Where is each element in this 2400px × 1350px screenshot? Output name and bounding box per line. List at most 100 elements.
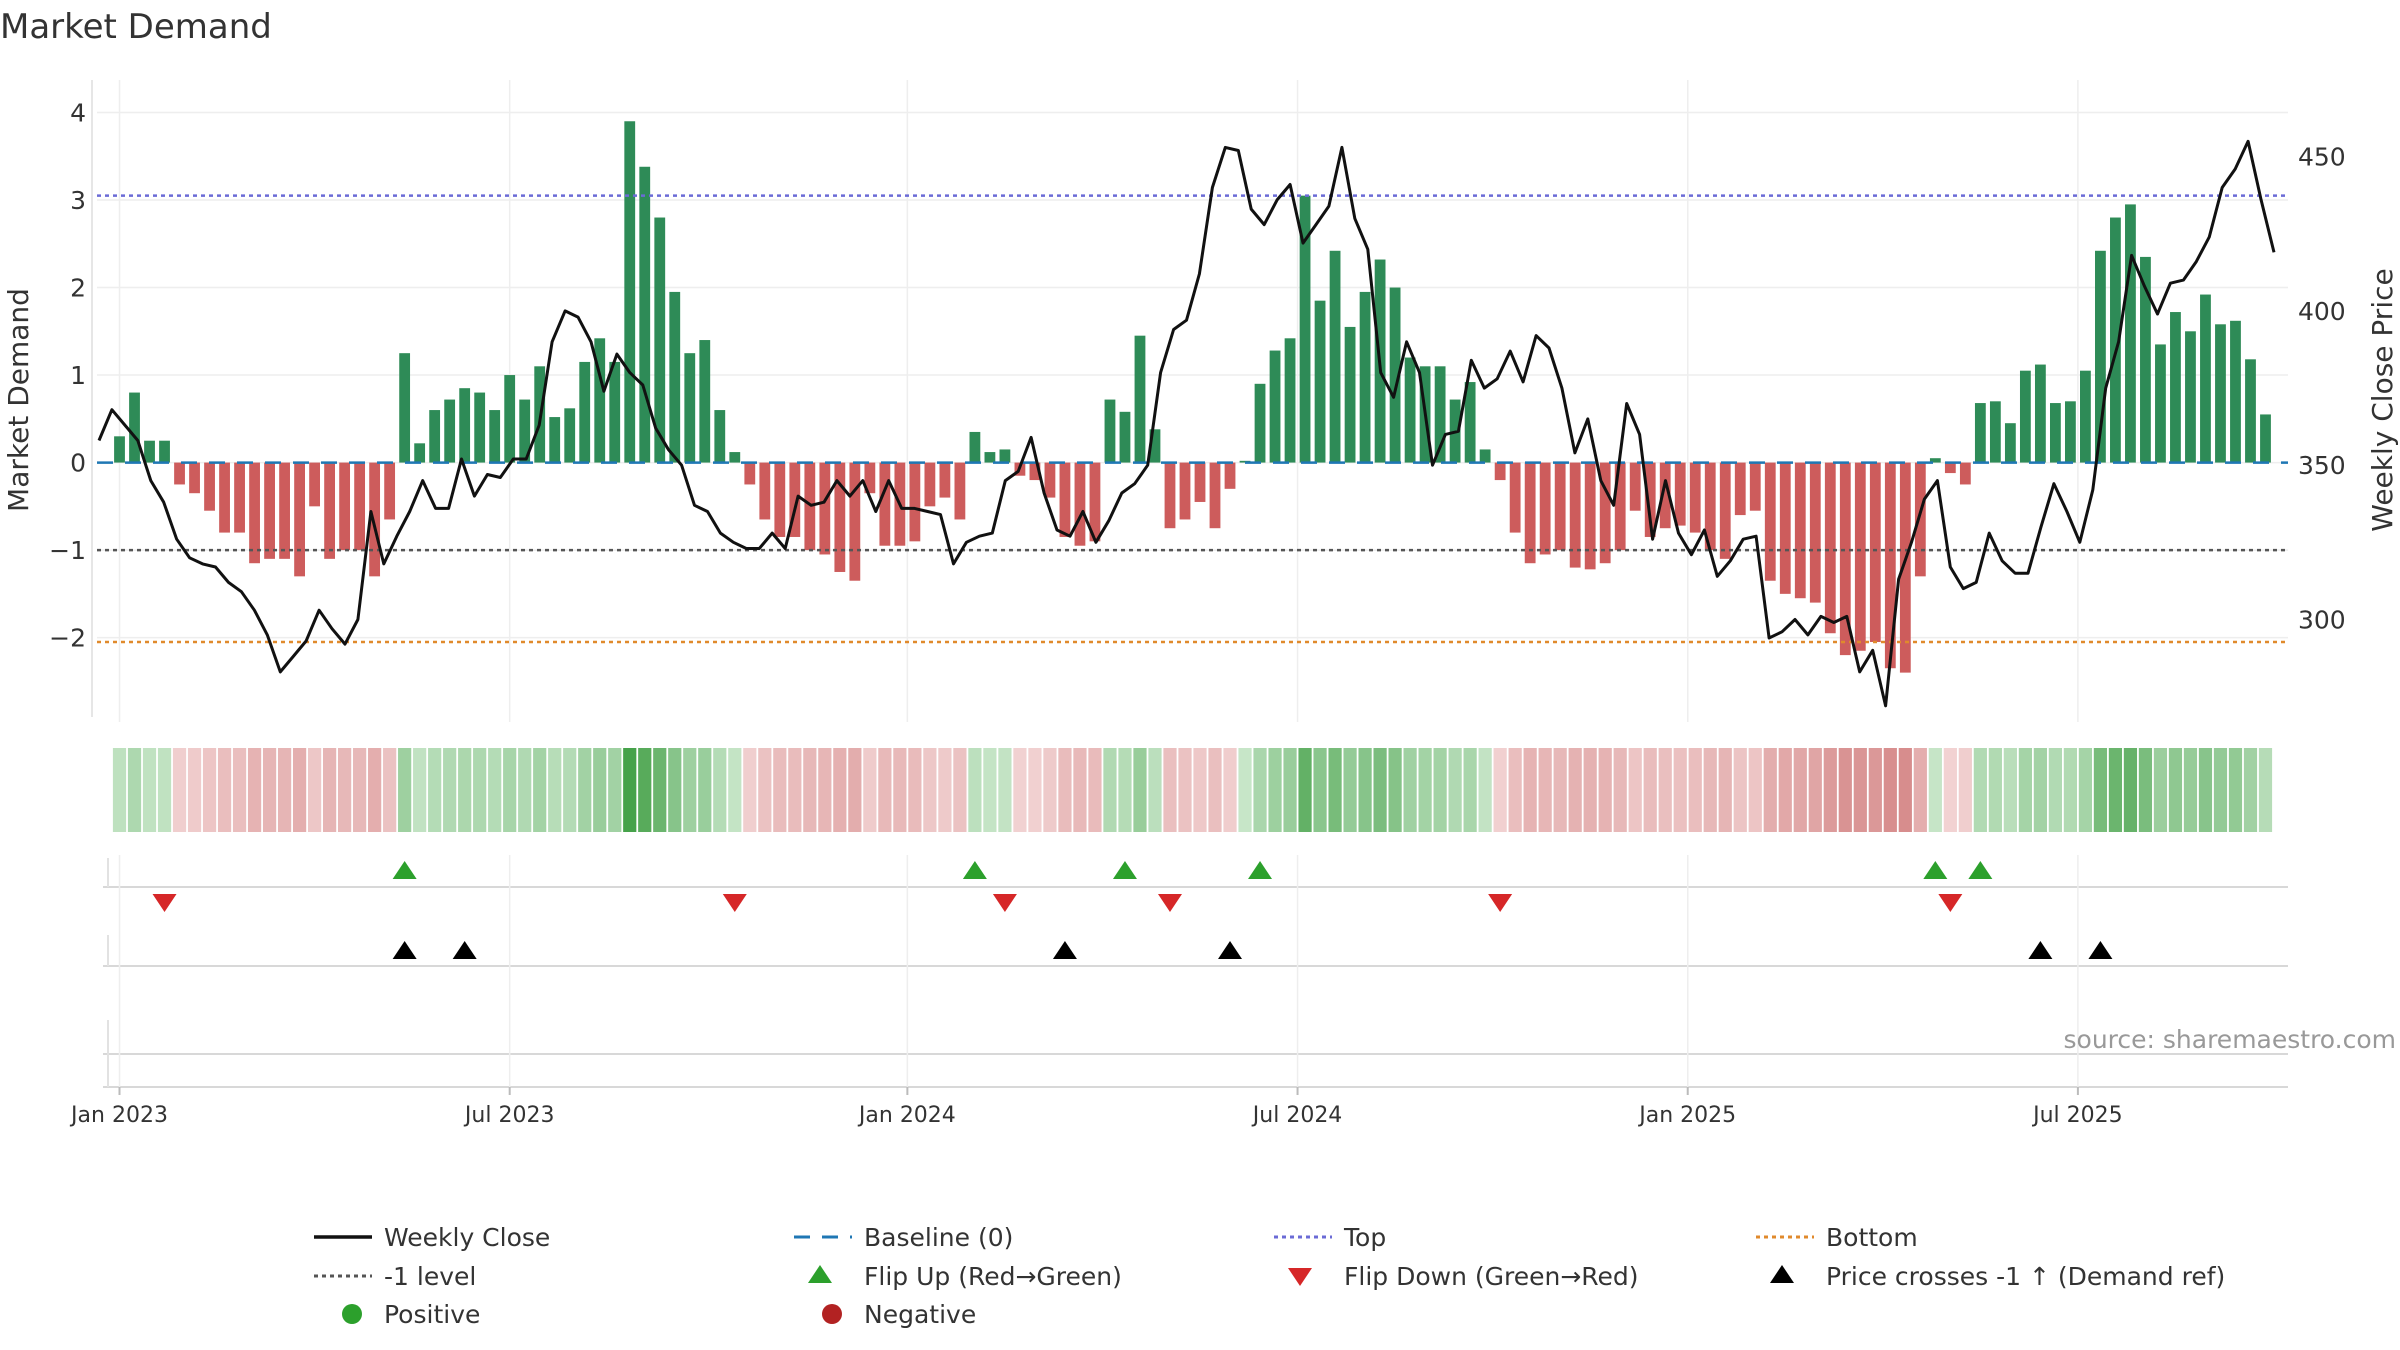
reference-lines	[97, 194, 2288, 644]
demand-bar	[1554, 462, 1566, 551]
demand-bar	[2049, 403, 2061, 463]
demand-bar	[1584, 462, 1596, 570]
demand-bar	[489, 410, 501, 463]
demand-bar	[339, 462, 351, 551]
demand-bar	[939, 462, 951, 498]
flip-up-marker	[392, 861, 417, 879]
demand-bar	[879, 462, 891, 546]
heat-cell	[803, 748, 817, 832]
heat-cell	[292, 748, 307, 832]
heat-cell	[353, 748, 367, 832]
heat-cell	[488, 748, 502, 832]
demand-bar	[114, 436, 125, 463]
demand-bar	[669, 291, 681, 463]
x-axis-ticks: Jan 2023 Jul 2023 Jan 2024 Jul 2024 Jan 2025…	[69, 1087, 2123, 1128]
demand-bar	[1104, 399, 1116, 463]
legend-item: Flip Down (Green→Red)	[1288, 1262, 1639, 1291]
heat-cell	[1118, 748, 1132, 832]
heat-cell	[548, 748, 562, 832]
heat-cell	[728, 748, 742, 832]
heat-cell	[2033, 748, 2047, 832]
demand-bar	[2245, 359, 2256, 463]
demand-bar	[1509, 462, 1521, 533]
heat-cell	[1403, 748, 1417, 832]
heat-cell	[1853, 748, 1867, 832]
legend-positive-dot	[342, 1304, 362, 1324]
heat-cell	[953, 748, 967, 832]
demand-bar	[174, 462, 185, 485]
demand-bar	[2125, 204, 2136, 463]
demand-bar	[564, 408, 576, 463]
demand-bar	[1404, 357, 1416, 463]
heat-cell	[713, 748, 727, 832]
demand-bar	[2004, 423, 2016, 463]
heat-cell	[1088, 748, 1102, 832]
demand-bar	[354, 462, 366, 551]
demand-bar	[234, 462, 245, 533]
heat-cell	[1538, 748, 1552, 832]
heat-cell	[1808, 748, 1822, 832]
demand-bar	[1989, 401, 2001, 463]
x-tick-label: Jan 2024	[857, 1103, 956, 1128]
demand-bar	[249, 462, 260, 564]
demand-bar	[2260, 414, 2271, 463]
demand-bar	[1389, 287, 1401, 463]
price-cross-marker	[2088, 941, 2113, 959]
demand-bar	[429, 410, 441, 463]
heat-cell	[1793, 748, 1807, 832]
heat-cell	[1703, 748, 1717, 832]
x-tick-label: Jul 2023	[463, 1103, 555, 1128]
demand-bar	[969, 431, 981, 463]
demand-bar	[1479, 449, 1491, 463]
heat-cell	[1478, 748, 1492, 832]
heat-cell	[1073, 748, 1087, 832]
y2-axis-label: Weekly Close Price	[2366, 268, 2399, 531]
heat-cell	[1313, 748, 1327, 832]
heat-cell	[262, 748, 277, 832]
flip-down-marker	[1157, 894, 1182, 912]
demand-bar	[2230, 320, 2241, 463]
demand-bar	[219, 462, 230, 533]
heat-cell	[893, 748, 907, 832]
heat-cell	[998, 748, 1012, 832]
y-tick-label: −1	[49, 536, 86, 565]
heat-cell	[1778, 748, 1792, 832]
demand-bar	[1689, 462, 1701, 533]
demand-bar	[1059, 462, 1071, 537]
heat-cell	[1763, 748, 1777, 832]
demand-bar	[2110, 217, 2121, 463]
heat-cell	[1688, 748, 1702, 832]
weekly-close-line	[97, 139, 2276, 708]
heat-cell	[1508, 748, 1522, 832]
demand-bar	[804, 462, 816, 551]
heat-cell	[413, 748, 427, 832]
y2-axis-ticks: 300 350 400 450	[2298, 143, 2346, 635]
heat-cell	[187, 748, 202, 832]
demand-bar	[609, 361, 621, 463]
heat-cell	[277, 748, 292, 832]
heat-cell	[1553, 748, 1567, 832]
main-gridlines	[91, 80, 2288, 722]
demand-bar	[1134, 335, 1146, 463]
flip-down-marker	[1488, 894, 1513, 912]
heat-cell	[217, 748, 232, 832]
flip-up-marker	[1968, 861, 1993, 879]
heat-cell	[1568, 748, 1582, 832]
demand-bar	[2185, 331, 2196, 463]
demand-bar	[759, 462, 771, 520]
heat-cell	[1013, 748, 1027, 832]
heat-cell	[818, 748, 832, 832]
heat-cell	[1583, 748, 1597, 832]
demand-bar	[459, 388, 471, 463]
heat-cell	[668, 748, 682, 832]
heat-cell	[773, 748, 787, 832]
heat-cell	[2258, 748, 2273, 832]
cross-markers	[392, 941, 2113, 959]
demand-bar	[1194, 462, 1206, 502]
demand-bar	[519, 399, 531, 463]
demand-bar	[2034, 364, 2046, 463]
demand-bar	[1869, 462, 1881, 642]
heat-cell	[758, 748, 772, 832]
y2-tick-label: 450	[2298, 143, 2346, 172]
legend-label: Positive	[384, 1300, 480, 1329]
